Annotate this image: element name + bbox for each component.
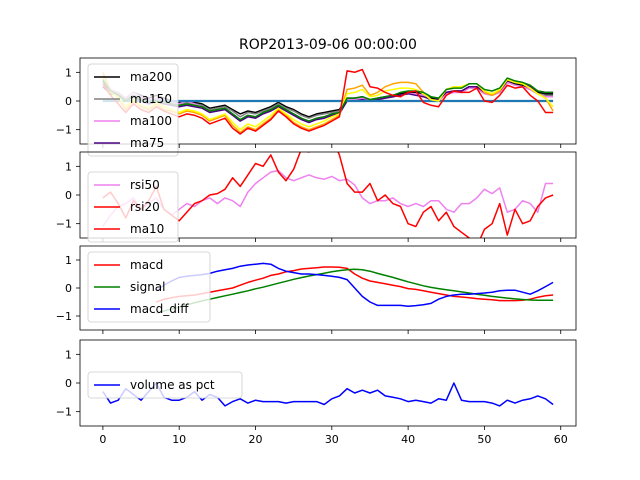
series-line-volume-as-pct — [102, 382, 554, 407]
y-tick-label: 1 — [65, 160, 72, 173]
x-tick-label: 40 — [401, 433, 415, 446]
y-tick-label: 0 — [65, 95, 72, 108]
y-tick-label: 1 — [65, 66, 72, 79]
x-tick-label: 60 — [554, 433, 568, 446]
legend-box — [87, 371, 243, 399]
legend-box — [87, 251, 211, 323]
legend: ma200 ma150 ma100 ma75 — [87, 63, 179, 157]
series-group — [155, 262, 554, 314]
y-tick-label: −1 — [56, 406, 72, 419]
y-tick-label: −1 — [56, 218, 72, 231]
legend-label: ma75 — [130, 136, 164, 150]
series-line-macd — [156, 266, 554, 303]
legend-label: macd — [130, 258, 163, 272]
legend-label: signal — [130, 280, 166, 294]
y-tick-label: −1 — [56, 124, 72, 137]
legend-label: ma100 — [130, 114, 172, 128]
legend-label: ma200 — [130, 70, 172, 84]
x-tick-label: 50 — [477, 433, 491, 446]
series-line-signal — [156, 268, 554, 314]
series-line-macd-diff — [155, 262, 554, 307]
x-tick-label: 20 — [249, 433, 263, 446]
legend-label: volume as pct — [130, 378, 215, 392]
legend-box — [87, 171, 179, 243]
legend-label: ma150 — [130, 92, 172, 106]
subplot-1: −1 0 1 ma200 ma150 ma100 ma75 — [56, 57, 577, 157]
y-tick-label: 0 — [65, 377, 72, 390]
legend-box — [87, 63, 179, 157]
x-tick-label: 10 — [172, 433, 186, 446]
legend: rsi50 rsi20 ma10 — [87, 171, 179, 243]
subplot-2: −1 0 1 rsi50 rsi20 ma10 — [56, 151, 577, 243]
legend: macd signal macd_diff — [87, 251, 211, 323]
x-tick-label: 30 — [325, 433, 339, 446]
legend-label: rsi20 — [130, 200, 160, 214]
legend-label: macd_diff — [130, 302, 189, 316]
y-tick-label: 1 — [65, 254, 72, 267]
y-tick-label: 0 — [65, 282, 72, 295]
legend-label: ma10 — [130, 222, 164, 236]
y-tick-label: −1 — [56, 310, 72, 323]
subplots: −101 ma200ma150ma100ma75−101rsi50rsi20ma1… — [56, 57, 577, 446]
series-group — [102, 382, 554, 407]
legend-label: rsi50 — [130, 178, 160, 192]
y-tick-label: 0 — [65, 189, 72, 202]
subplot-3: −1 0 1 macd signal macd_diff — [56, 245, 577, 334]
chart-title: ROP2013-09-06 00:00:00 — [239, 37, 417, 53]
y-tick-label: 1 — [65, 348, 72, 361]
legend: volume as pct — [87, 371, 243, 399]
x-tick-label: 0 — [99, 433, 106, 446]
